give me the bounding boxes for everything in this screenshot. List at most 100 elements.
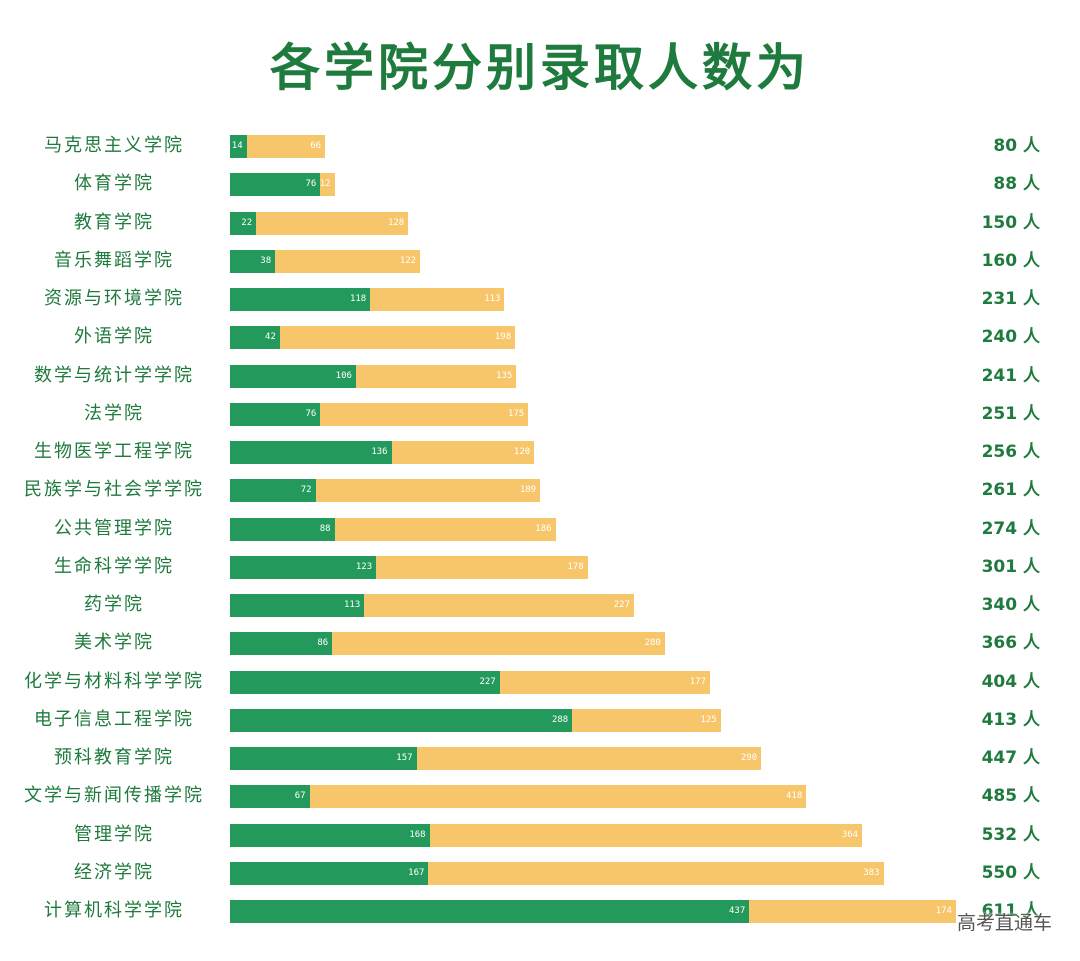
stacked-bar: 113 227 (230, 594, 634, 617)
category-label: 法学院 (84, 402, 144, 424)
category-label: 经济学院 (74, 861, 154, 883)
chart-row: 美术学院 86 280 366 人 (0, 630, 1080, 668)
stacked-bar: 123 178 (230, 555, 588, 579)
bar-segment-green: 22 (230, 211, 257, 235)
segment-value: 38 (260, 255, 272, 266)
segment-value: 280 (644, 638, 661, 649)
bar-segment-yellow: 280 (332, 632, 665, 656)
segment-value: 22 (241, 217, 253, 228)
chart-title: 各学院分别录取人数为 (270, 38, 810, 97)
stacked-bar: 288 125 (230, 708, 721, 732)
category-label: 美术学院 (74, 632, 154, 654)
total-label: 231 人 (981, 289, 1040, 309)
bar-segment-green: 88 (230, 517, 335, 541)
bar-segment-yellow: 364 (429, 823, 863, 847)
segment-value: 118 (349, 294, 367, 304)
bar-segment-yellow: 177 (499, 670, 711, 694)
segment-value: 290 (740, 753, 758, 763)
segment-value: 106 (335, 370, 352, 381)
stacked-bar: 157 290 (230, 747, 762, 770)
stacked-bar: 86 280 (230, 632, 665, 656)
stacked-bar: 167 383 (230, 861, 884, 885)
total-label: 532 人 (981, 824, 1040, 845)
stacked-bar: 88 186 (230, 517, 556, 541)
bar-segment-green: 14 (230, 135, 247, 158)
chart-row: 药学院 113 227 340 人 (0, 592, 1080, 630)
chart-row: 体育学院 76 12 88 人 (0, 171, 1080, 209)
segment-value: 175 (507, 408, 525, 419)
category-label: 数学与统计学学院 (34, 364, 194, 386)
chart-row: 法学院 76 175 251 人 (0, 401, 1080, 439)
stacked-bar: 106 135 (230, 364, 517, 388)
stacked-bar: 76 12 (230, 173, 335, 197)
category-label: 民族学与社会学学院 (24, 479, 204, 501)
segment-value: 128 (387, 217, 405, 228)
category-label: 体育学院 (74, 173, 154, 195)
bar-segment-yellow: 178 (376, 555, 588, 579)
total-label: 160 人 (981, 250, 1040, 271)
bar-segment-yellow: 122 (275, 249, 421, 273)
bar-segment-yellow: 135 (355, 364, 517, 388)
category-label: 文学与新闻传播学院 (24, 785, 204, 807)
category-label: 管理学院 (74, 823, 154, 845)
category-label: 预科教育学院 (54, 747, 174, 768)
bar-segment-green: 86 (230, 632, 333, 656)
total-label: 261 人 (981, 480, 1040, 501)
stacked-bar: 14 66 (230, 135, 326, 158)
bar-segment-green: 106 (230, 364, 356, 388)
total-label: 301 人 (981, 556, 1040, 577)
total-label: 404 人 (981, 671, 1040, 692)
chart-row: 外语学院 42 198 240 人 (0, 324, 1080, 362)
segment-value: 364 (841, 829, 859, 840)
segment-value: 76 (305, 408, 317, 419)
total-label: 251 人 (981, 403, 1040, 424)
chart-row: 管理学院 168 364 532 人 (0, 822, 1080, 860)
segment-value: 67 (294, 791, 306, 802)
bar-segment-yellow: 189 (315, 479, 541, 503)
bar-segment-yellow: 198 (279, 326, 516, 350)
bar-segment-yellow: 186 (334, 517, 556, 541)
bar-segment-green: 157 (230, 747, 417, 770)
chart-row: 生物医学工程学院 136 120 256 人 (0, 439, 1080, 477)
segment-value: 66 (310, 141, 322, 151)
segment-value: 168 (409, 829, 426, 840)
stacked-bar: 42 198 (230, 326, 516, 350)
segment-value: 113 (344, 600, 361, 610)
chart-row: 教育学院 22 128 150 人 (0, 210, 1080, 248)
segment-value: 120 (513, 447, 531, 457)
watermark: 高考直通车 (956, 912, 1052, 934)
bar-segment-green: 167 (230, 861, 429, 885)
chart-row: 数学与统计学学院 106 135 241 人 (0, 363, 1080, 401)
chart-row: 公共管理学院 88 186 274 人 (0, 516, 1080, 554)
chart-row: 民族学与社会学学院 72 189 261 人 (0, 477, 1080, 515)
segment-value: 72 (300, 485, 312, 496)
segment-value: 178 (567, 561, 584, 572)
segment-value: 437 (728, 906, 746, 916)
bar-segment-yellow: 128 (256, 211, 409, 235)
category-label: 生命科学学院 (54, 555, 174, 577)
category-label: 资源与环境学院 (44, 288, 184, 309)
category-label: 音乐舞蹈学院 (54, 249, 174, 271)
category-label: 生物医学工程学院 (34, 441, 194, 462)
segment-value: 198 (494, 332, 512, 343)
stacked-bar: 22 128 (230, 211, 409, 235)
bar-segment-yellow: 418 (309, 785, 807, 809)
chart-row: 生命科学学院 123 178 301 人 (0, 554, 1080, 592)
total-label: 550 人 (981, 862, 1040, 883)
bar-segment-green: 227 (230, 670, 500, 694)
bar-segment-green: 136 (230, 441, 392, 464)
total-label: 447 人 (981, 748, 1040, 768)
segment-value: 177 (689, 676, 707, 687)
stacked-bar: 168 364 (230, 823, 863, 847)
total-label: 88 人 (993, 174, 1040, 195)
bar-segment-yellow: 113 (370, 288, 505, 311)
segment-value: 125 (700, 714, 717, 725)
total-label: 611 人 (981, 901, 1040, 921)
segment-value: 186 (535, 523, 552, 534)
category-label: 药学院 (84, 594, 144, 615)
segment-value: 167 (408, 867, 425, 878)
segment-value: 123 (355, 561, 373, 572)
category-label: 公共管理学院 (54, 517, 174, 539)
stacked-bar: 72 189 (230, 479, 541, 503)
bar-segment-yellow: 12 (320, 173, 335, 197)
